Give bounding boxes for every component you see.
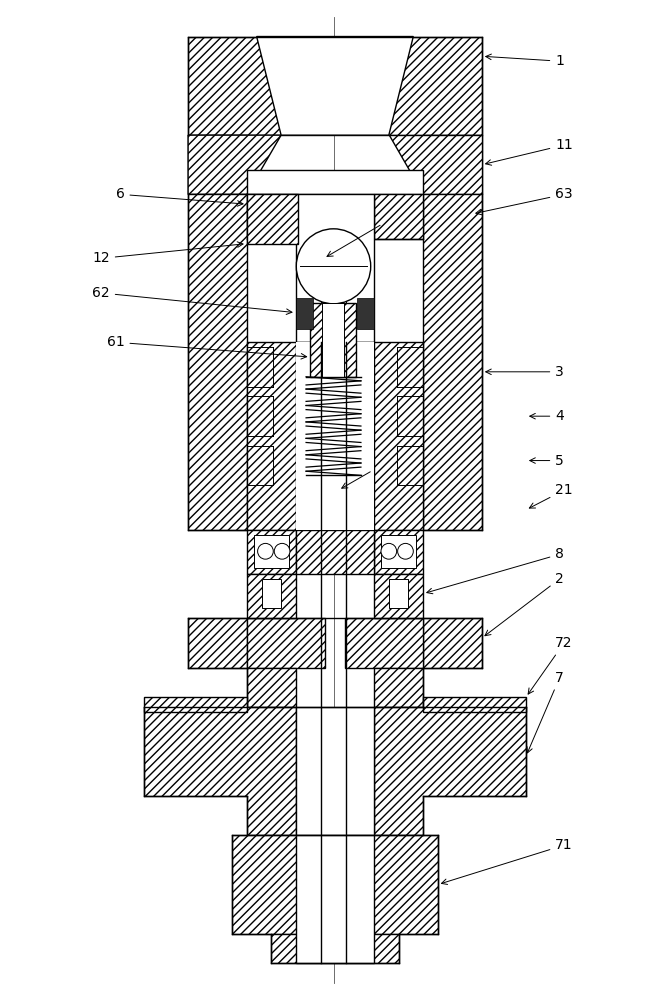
Bar bbox=[253, 535, 289, 568]
Bar bbox=[374, 342, 423, 530]
Text: 6: 6 bbox=[115, 187, 243, 206]
Bar bbox=[295, 530, 374, 574]
Polygon shape bbox=[389, 135, 482, 194]
Text: 8: 8 bbox=[427, 547, 564, 594]
Text: 61: 61 bbox=[107, 335, 307, 359]
Bar bbox=[247, 618, 325, 668]
Bar bbox=[261, 579, 281, 608]
Bar bbox=[423, 194, 482, 530]
Text: 5: 5 bbox=[530, 454, 564, 468]
Bar bbox=[322, 303, 344, 377]
Bar bbox=[374, 668, 423, 707]
Bar bbox=[247, 574, 295, 618]
Bar bbox=[247, 194, 295, 239]
Bar bbox=[188, 618, 247, 668]
Bar bbox=[374, 574, 423, 618]
Bar bbox=[295, 707, 374, 835]
Polygon shape bbox=[257, 37, 414, 135]
Text: 4: 4 bbox=[530, 409, 564, 423]
Bar bbox=[247, 530, 295, 574]
Text: 71: 71 bbox=[442, 838, 573, 884]
Circle shape bbox=[274, 543, 290, 559]
Bar bbox=[356, 298, 374, 329]
Bar bbox=[247, 194, 297, 244]
Circle shape bbox=[381, 543, 397, 559]
Bar bbox=[321, 239, 346, 303]
Circle shape bbox=[257, 543, 273, 559]
Bar bbox=[345, 342, 374, 530]
Bar bbox=[295, 342, 374, 530]
Bar bbox=[423, 697, 526, 712]
Text: 63: 63 bbox=[476, 187, 573, 215]
Polygon shape bbox=[144, 707, 295, 835]
Bar bbox=[381, 535, 416, 568]
Bar bbox=[188, 135, 247, 194]
Bar bbox=[374, 530, 423, 574]
Text: 7: 7 bbox=[527, 671, 564, 753]
Bar bbox=[247, 668, 295, 707]
Bar bbox=[232, 835, 438, 934]
Text: 21: 21 bbox=[530, 483, 573, 508]
Text: 2: 2 bbox=[485, 572, 564, 636]
Text: 11: 11 bbox=[486, 138, 573, 165]
Bar bbox=[295, 194, 374, 342]
Bar bbox=[295, 835, 374, 963]
Bar bbox=[423, 618, 482, 668]
Text: 62: 62 bbox=[92, 286, 292, 314]
Bar bbox=[389, 579, 408, 608]
Text: 12: 12 bbox=[92, 242, 243, 265]
Circle shape bbox=[398, 543, 414, 559]
Bar bbox=[311, 303, 356, 377]
Polygon shape bbox=[374, 707, 526, 835]
Bar bbox=[188, 37, 482, 135]
Bar bbox=[271, 934, 399, 963]
Circle shape bbox=[296, 229, 371, 304]
Text: 72: 72 bbox=[528, 636, 573, 694]
Text: 1: 1 bbox=[486, 54, 564, 68]
Bar bbox=[374, 194, 423, 239]
Text: 3: 3 bbox=[486, 365, 564, 379]
Bar bbox=[295, 342, 325, 530]
Polygon shape bbox=[188, 135, 281, 194]
Bar bbox=[247, 170, 423, 194]
Bar bbox=[295, 298, 313, 329]
Bar bbox=[423, 135, 482, 194]
Bar bbox=[345, 618, 423, 668]
Bar bbox=[144, 697, 247, 712]
Bar bbox=[247, 342, 295, 530]
Bar bbox=[188, 194, 247, 530]
